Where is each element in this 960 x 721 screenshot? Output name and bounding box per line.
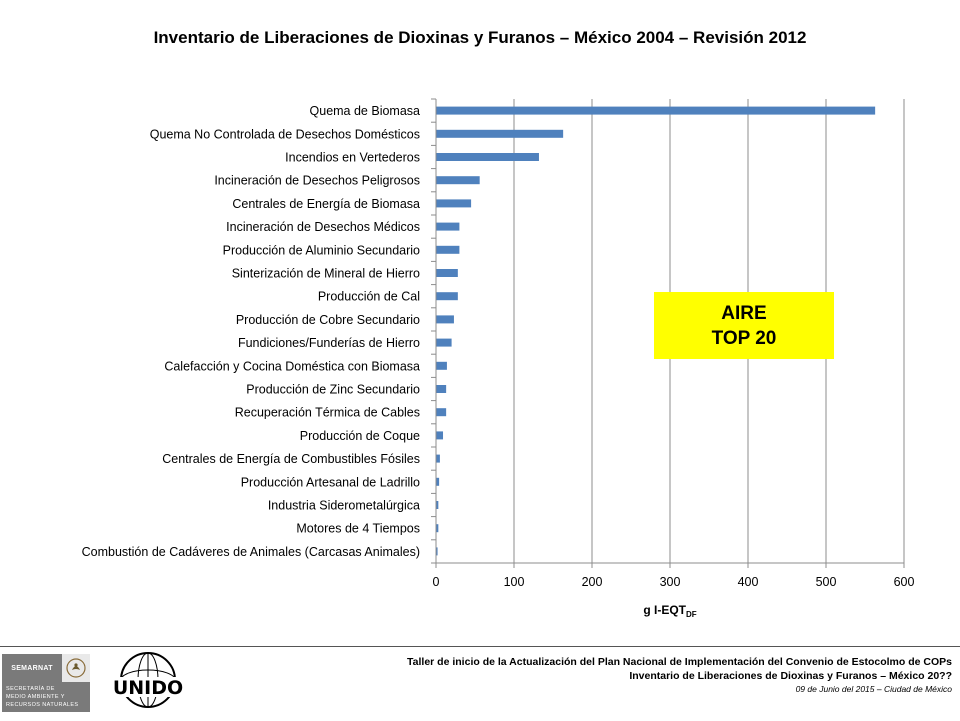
semarnat-sub3: RECURSOS NATURALES — [6, 702, 79, 708]
callout-line1: AIRE — [721, 302, 767, 324]
bar — [436, 245, 460, 254]
bar — [436, 269, 458, 277]
category-label: Combustión de Cadáveres de Animales (Car… — [82, 545, 420, 559]
category-label: Motores de 4 Tiempos — [296, 522, 420, 536]
footer-workshop: Taller de inicio de la Actualización del… — [407, 656, 952, 668]
bar — [436, 315, 454, 324]
category-label: Producción de Cobre Secundario — [236, 313, 420, 327]
x-tick-label: 400 — [738, 575, 759, 589]
bar — [436, 361, 447, 370]
air-top20-callout: AIRE TOP 20 — [654, 292, 834, 359]
bar — [436, 477, 440, 486]
mexico-seal-icon — [62, 654, 90, 682]
x-tick-label: 300 — [660, 575, 681, 589]
bars — [436, 106, 876, 556]
footer-text: Taller de inicio de la Actualización del… — [407, 656, 952, 694]
category-label: Incineración de Desechos Peligrosos — [214, 174, 420, 188]
x-tick-label: 200 — [582, 575, 603, 589]
bar — [436, 292, 458, 301]
category-label: Quema No Controlada de Desechos Doméstic… — [150, 127, 420, 141]
category-label: Centrales de Energía de Combustibles Fós… — [162, 452, 420, 466]
category-label: Industria Siderometalúrgica — [268, 499, 420, 513]
category-label: Centrales de Energía de Biomasa — [232, 197, 420, 211]
bar — [436, 385, 447, 393]
x-axis-label: g I-EQTDF — [643, 603, 696, 619]
bar-chart: Quema de Biomasa Quema No Controlada de D… — [82, 98, 915, 619]
axes — [431, 99, 904, 564]
footer-divider — [0, 646, 960, 647]
x-axis-label-subscript: DF — [686, 610, 697, 619]
semarnat-sub2: MEDIO AMBIENTE Y — [6, 694, 65, 700]
x-tick-labels: 0 100 200 300 400 500 600 — [433, 563, 915, 589]
footer-date: 09 de Junio del 2015 – Ciudad de México — [795, 684, 952, 694]
category-label: Producción de Aluminio Secundario — [223, 243, 420, 257]
x-tick-label: 0 — [433, 575, 440, 589]
bar — [436, 153, 539, 161]
category-label: Incineración de Desechos Médicos — [226, 220, 420, 234]
category-label: Fundiciones/Funderías de Hierro — [238, 336, 420, 350]
bar — [436, 408, 447, 417]
callout-line2: TOP 20 — [711, 327, 777, 349]
x-tick-label: 500 — [816, 575, 837, 589]
unido-logo: UNIDO — [108, 650, 188, 716]
semarnat-sub1: SECRETARÍA DE — [6, 686, 55, 692]
footer-inventory: Inventario de Liberaciones de Dioxinas y… — [629, 670, 952, 682]
bar — [436, 338, 452, 347]
bar — [436, 222, 460, 231]
x-tick-label: 100 — [504, 575, 525, 589]
category-label: Producción de Zinc Secundario — [246, 383, 420, 397]
svg-text:UNIDO: UNIDO — [113, 677, 183, 699]
bar — [436, 176, 480, 185]
bar — [436, 106, 876, 115]
bar — [436, 454, 440, 463]
category-label: Calefacción y Cocina Doméstica con Bioma… — [164, 359, 420, 373]
category-label: Recuperación Térmica de Cables — [235, 406, 420, 420]
bar — [436, 199, 472, 208]
bar — [436, 431, 444, 440]
category-label: Incendios en Vertederos — [285, 151, 420, 165]
category-labels: Quema de Biomasa Quema No Controlada de D… — [82, 98, 436, 559]
category-label: Quema de Biomasa — [310, 104, 421, 118]
chart-title: Inventario de Liberaciones de Dioxinas y… — [153, 28, 807, 47]
bar — [436, 524, 439, 533]
bar — [436, 547, 438, 556]
semarnat-wordmark: SEMARNAT — [2, 654, 62, 682]
category-label: Producción Artesanal de Ladrillo — [241, 475, 420, 489]
bar — [436, 129, 564, 138]
category-label: Producción de Coque — [300, 429, 420, 443]
x-tick-label: 600 — [894, 575, 915, 589]
category-label: Sinterización de Mineral de Hierro — [232, 267, 420, 281]
category-label: Producción de Cal — [318, 290, 420, 304]
bar — [436, 501, 439, 509]
semarnat-logo: SEMARNAT SECRETARÍA DE MEDIO AMBIENTE Y … — [2, 654, 90, 712]
